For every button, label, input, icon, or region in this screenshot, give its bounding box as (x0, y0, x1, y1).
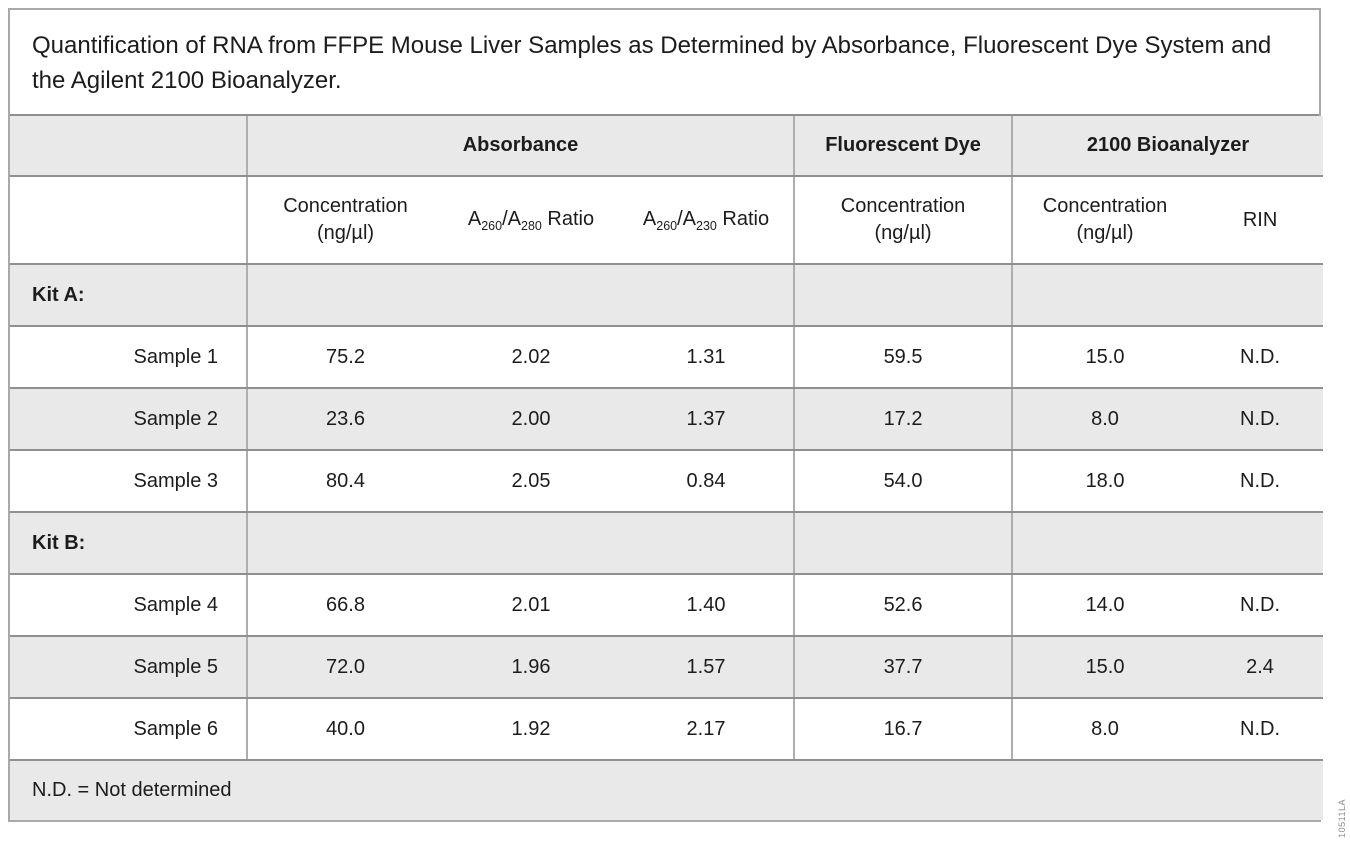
cell-rin: N.D. (1197, 450, 1324, 513)
cell-absorbance-concentration: 40.0 (246, 698, 443, 761)
empty-cell (793, 512, 1013, 575)
cell-a260-a230-ratio: 1.57 (619, 636, 795, 699)
col-header-fluorescent-concentration: Concentration (ng/µl) (793, 176, 1013, 265)
group-header-row: Absorbance Fluorescent Dye 2100 Bioanaly… (10, 116, 1324, 177)
row-label: Sample 3 (10, 450, 247, 513)
figure-title: Quantification of RNA from FFPE Mouse Li… (10, 10, 1319, 116)
column-header-row: Concentration (ng/µl) A260/A280 Ratio A2… (10, 176, 1324, 265)
row-label: Sample 4 (10, 574, 247, 637)
table-row-sample-5: Sample 5 72.0 1.96 1.57 37.7 15.0 2.4 (10, 636, 1324, 699)
empty-cell (245, 512, 795, 575)
col-header-a260-a280-ratio: A260/A280 Ratio (443, 176, 619, 265)
cell-a260-a280-ratio: 2.05 (443, 450, 619, 513)
cell-bioanalyzer-concentration: 14.0 (1011, 574, 1198, 637)
ratio-subscript: 260 (656, 218, 678, 233)
ratio-text: /A (677, 207, 697, 230)
cell-a260-a230-ratio: 1.40 (619, 574, 795, 637)
cell-absorbance-concentration: 75.2 (246, 326, 443, 389)
footnote: N.D. = Not determined (10, 760, 1324, 820)
cell-a260-a230-ratio: 1.37 (619, 388, 795, 451)
cell-a260-a230-ratio: 2.17 (619, 698, 795, 761)
figure-id-label: 10511LA (1337, 799, 1347, 838)
ratio-text: /A (502, 207, 521, 230)
col-header-a260-a230-ratio: A260/A230 Ratio (619, 176, 795, 265)
ratio-subscript: 280 (521, 218, 542, 233)
header-line: Concentration (840, 195, 966, 217)
cell-a260-a230-ratio: 0.84 (619, 450, 795, 513)
section-row-kit-b: Kit B: (10, 512, 1324, 575)
col-header-rin: RIN (1197, 176, 1324, 265)
cell-fluorescent-concentration: 54.0 (793, 450, 1013, 513)
header-line: Concentration (1042, 195, 1168, 217)
ratio-subscript: 230 (696, 218, 717, 233)
cell-a260-a280-ratio: 2.02 (443, 326, 619, 389)
cell-fluorescent-concentration: 17.2 (793, 388, 1013, 451)
empty-cell (245, 264, 795, 327)
row-label: Sample 5 (10, 636, 247, 699)
figure: Quantification of RNA from FFPE Mouse Li… (8, 8, 1324, 822)
group-header-bioanalyzer: 2100 Bioanalyzer (1011, 116, 1324, 177)
empty-cell (1011, 264, 1324, 327)
footnote-row: N.D. = Not determined (10, 760, 1324, 820)
col-header-bioanalyzer-concentration: Concentration (ng/µl) (1011, 176, 1198, 265)
ratio-text: A (467, 207, 482, 230)
cell-rin: N.D. (1197, 698, 1324, 761)
cell-bioanalyzer-concentration: 8.0 (1011, 388, 1198, 451)
cell-fluorescent-concentration: 52.6 (793, 574, 1013, 637)
ratio-text: Ratio (541, 207, 595, 230)
cell-bioanalyzer-concentration: 15.0 (1011, 326, 1198, 389)
empty-cell (1011, 512, 1324, 575)
group-header-absorbance: Absorbance (245, 116, 795, 177)
cell-a260-a280-ratio: 1.96 (443, 636, 619, 699)
row-label: Sample 1 (10, 326, 247, 389)
cell-bioanalyzer-concentration: 15.0 (1011, 636, 1198, 699)
header-line: (ng/µl) (874, 222, 932, 244)
cell-rin: N.D. (1197, 326, 1324, 389)
ratio-text: A (642, 207, 657, 230)
table-row-sample-4: Sample 4 66.8 2.01 1.40 52.6 14.0 N.D. (10, 574, 1324, 637)
cell-a260-a280-ratio: 2.00 (443, 388, 619, 451)
section-label: Kit B: (10, 512, 247, 575)
cell-absorbance-concentration: 80.4 (246, 450, 443, 513)
col-header-absorbance-concentration: Concentration (ng/µl) (246, 176, 443, 265)
header-line: (ng/µl) (316, 222, 375, 244)
section-row-kit-a: Kit A: (10, 264, 1324, 327)
cell-absorbance-concentration: 66.8 (246, 574, 443, 637)
cell-absorbance-concentration: 23.6 (246, 388, 443, 451)
cell-fluorescent-concentration: 37.7 (793, 636, 1013, 699)
table-row-sample-6: Sample 6 40.0 1.92 2.17 16.7 8.0 N.D. (10, 698, 1324, 761)
header-line: (ng/µl) (1076, 222, 1134, 244)
ratio-subscript: 260 (481, 218, 503, 233)
empty-cell (793, 264, 1013, 327)
rna-quantification-table: Absorbance Fluorescent Dye 2100 Bioanaly… (10, 116, 1324, 820)
table-row-sample-3: Sample 3 80.4 2.05 0.84 54.0 18.0 N.D. (10, 450, 1324, 513)
cell-rin: 2.4 (1197, 636, 1324, 699)
cell-a260-a230-ratio: 1.31 (619, 326, 795, 389)
cell-rin: N.D. (1197, 574, 1324, 637)
header-line: Concentration (283, 195, 408, 217)
empty-header-cell (10, 176, 247, 265)
cell-fluorescent-concentration: 59.5 (793, 326, 1013, 389)
empty-corner-cell (10, 116, 247, 177)
row-label: Sample 2 (10, 388, 247, 451)
group-header-fluorescent-dye: Fluorescent Dye (793, 116, 1013, 177)
table-row-sample-2: Sample 2 23.6 2.00 1.37 17.2 8.0 N.D. (10, 388, 1324, 451)
cell-absorbance-concentration: 72.0 (246, 636, 443, 699)
row-label: Sample 6 (10, 698, 247, 761)
table-row-sample-1: Sample 1 75.2 2.02 1.31 59.5 15.0 N.D. (10, 326, 1324, 389)
cell-rin: N.D. (1197, 388, 1324, 451)
cell-bioanalyzer-concentration: 8.0 (1011, 698, 1198, 761)
cell-a260-a280-ratio: 2.01 (443, 574, 619, 637)
section-label: Kit A: (10, 264, 247, 327)
cell-bioanalyzer-concentration: 18.0 (1011, 450, 1198, 513)
ratio-text: Ratio (716, 207, 770, 230)
cell-fluorescent-concentration: 16.7 (793, 698, 1013, 761)
cell-a260-a280-ratio: 1.92 (443, 698, 619, 761)
